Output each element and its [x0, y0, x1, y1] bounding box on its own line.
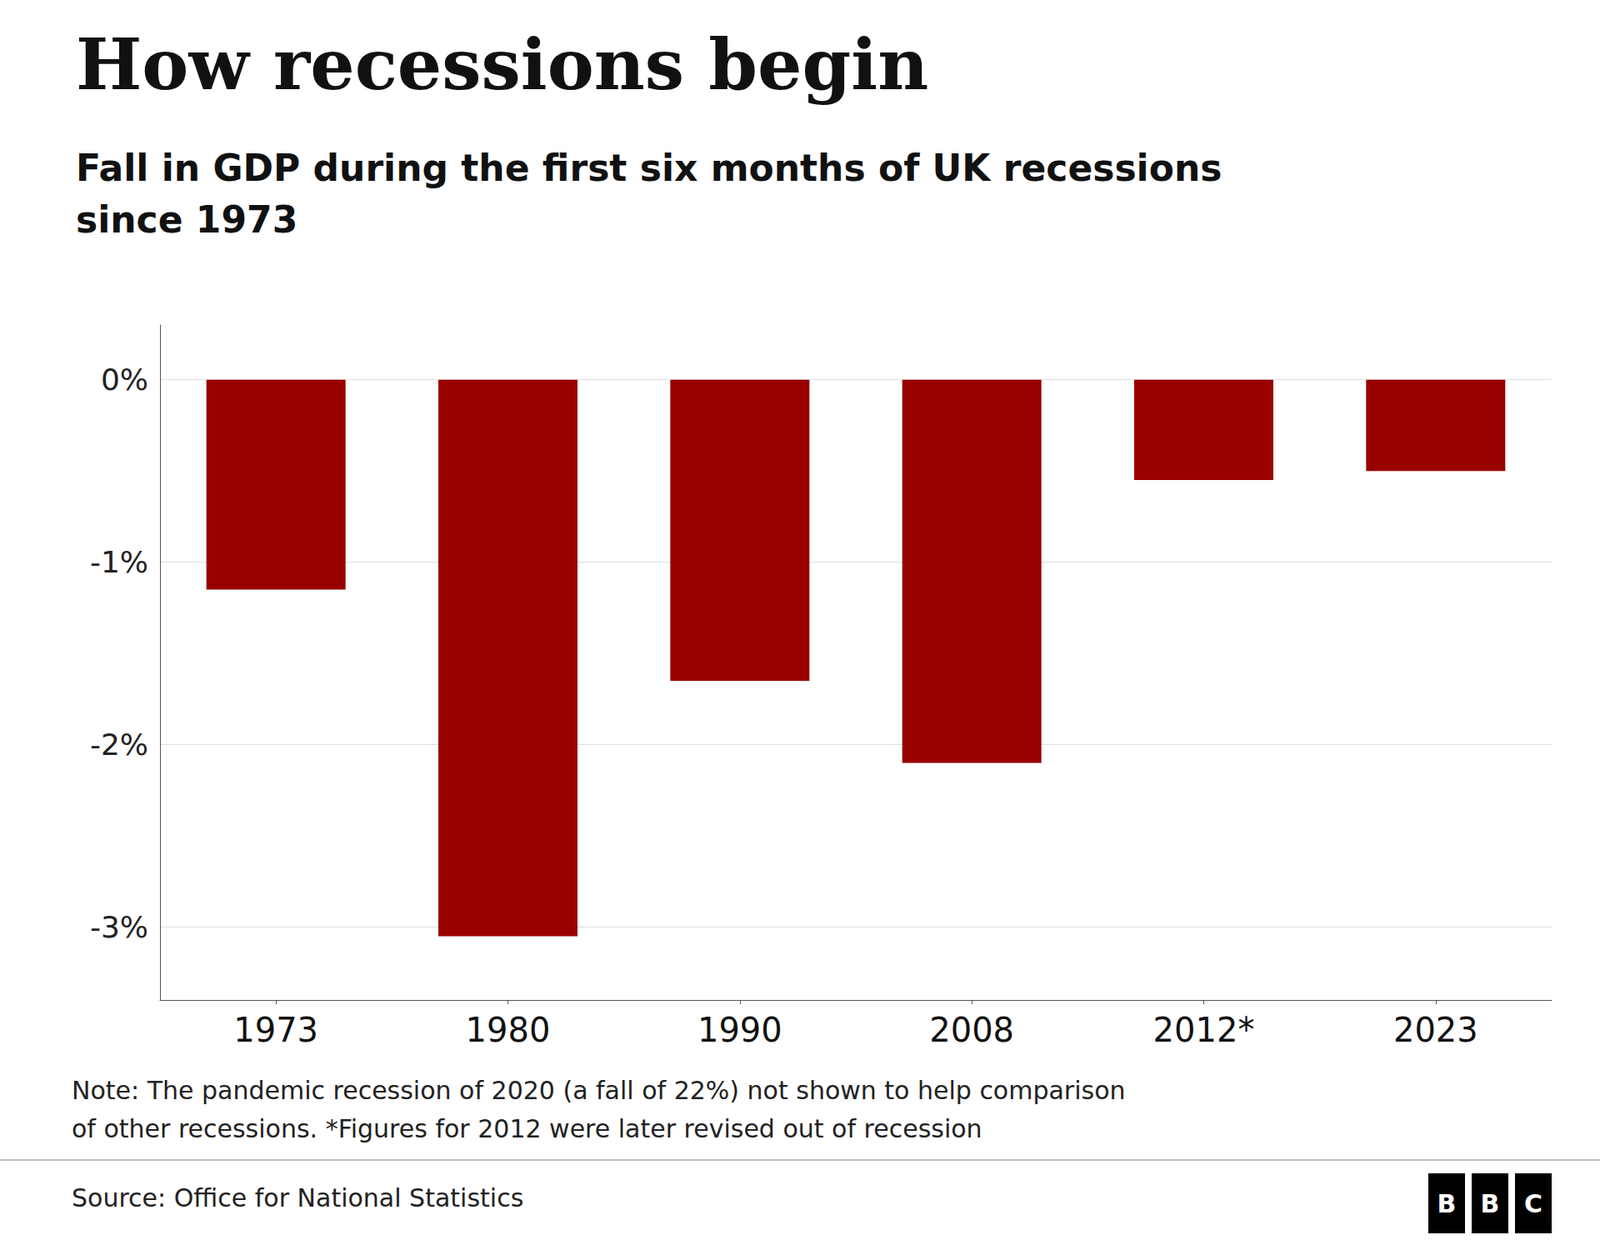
svg-text:-3%: -3% [90, 910, 149, 945]
svg-text:-2%: -2% [90, 727, 149, 762]
svg-text:1990: 1990 [697, 1010, 783, 1050]
svg-text:of other recessions. *Figures: of other recessions. *Figures for 2012 w… [71, 1114, 983, 1144]
svg-text:How recessions begin: How recessions begin [75, 23, 929, 106]
svg-text:-1%: -1% [90, 545, 149, 580]
svg-text:2012*: 2012* [1153, 1010, 1255, 1050]
svg-text:1973: 1973 [233, 1010, 319, 1050]
svg-text:B: B [1480, 1189, 1500, 1219]
svg-text:Source: Office for National St: Source: Office for National Statistics [71, 1183, 524, 1213]
svg-text:since 1973: since 1973 [75, 198, 298, 241]
svg-text:0%: 0% [100, 362, 149, 397]
svg-text:2023: 2023 [1393, 1010, 1479, 1050]
svg-text:2008: 2008 [929, 1010, 1015, 1050]
svg-text:1980: 1980 [465, 1010, 551, 1050]
svg-text:Note: The pandemic recession o: Note: The pandemic recession of 2020 (a … [71, 1075, 1126, 1105]
svg-text:B: B [1437, 1189, 1457, 1219]
svg-text:C: C [1524, 1189, 1543, 1219]
svg-text:Fall in GDP during the first s: Fall in GDP during the first six months … [75, 146, 1222, 190]
